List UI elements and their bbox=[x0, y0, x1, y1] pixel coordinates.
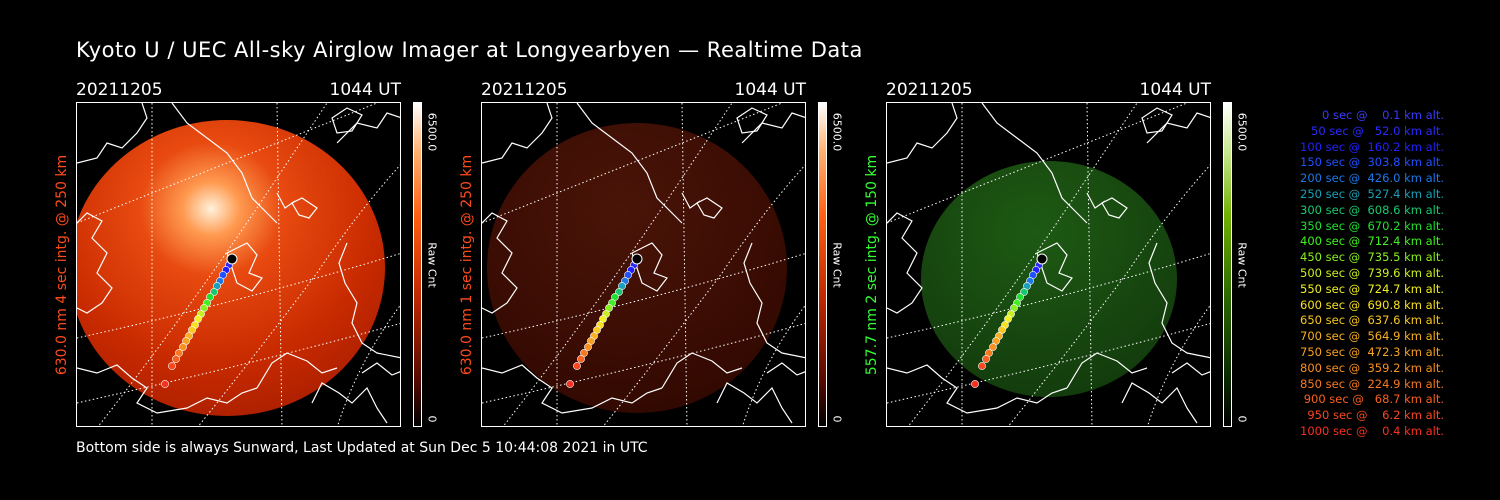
page-title: Kyoto U / UEC All-sky Airglow Imager at … bbox=[76, 38, 863, 62]
legend-entry: 50 sec @ 52.0 km alt. bbox=[1311, 123, 1444, 138]
allsky-map bbox=[482, 103, 805, 426]
ylabel-text: 630.0 nm 1 sec intg. @ 250 km bbox=[459, 154, 475, 375]
panel-ylabel: 557.7 nm 2 sec intg. @ 150 km bbox=[862, 102, 882, 427]
panel-date: 20211205 bbox=[76, 80, 163, 100]
legend-entry: 800 sec @ 359.2 km alt. bbox=[1300, 360, 1444, 375]
airglow-panel-630-1s: 20211205 1044 UT 630.0 nm 1 sec intg. @ … bbox=[459, 80, 844, 427]
legend-entry: 0 sec @ 0.1 km alt. bbox=[1321, 108, 1444, 122]
ylabel-text: 557.7 nm 2 sec intg. @ 150 km bbox=[864, 154, 880, 375]
legend-entry: 500 sec @ 739.6 km alt. bbox=[1300, 265, 1444, 280]
allsky-map bbox=[77, 103, 400, 426]
legend-entry: 150 sec @ 303.8 km alt. bbox=[1300, 155, 1444, 170]
legend-entry: 550 sec @ 724.7 km alt. bbox=[1300, 281, 1444, 296]
allsky-image bbox=[886, 102, 1211, 427]
colorbar-max-label: 6500.0 bbox=[1235, 112, 1249, 152]
legend-entry: 750 sec @ 472.3 km alt. bbox=[1300, 344, 1444, 359]
panel-time: 1044 UT bbox=[734, 80, 807, 100]
colorbar-min-label: 0 bbox=[425, 415, 439, 423]
legend-entry: 900 sec @ 68.7 km alt. bbox=[1303, 392, 1444, 407]
legend-entry: 400 sec @ 712.4 km alt. bbox=[1300, 234, 1444, 249]
ylabel-text: 630.0 nm 4 sec intg. @ 250 km bbox=[54, 154, 70, 375]
legend-entry: 350 sec @ 670.2 km alt. bbox=[1300, 218, 1444, 233]
panel-date: 20211205 bbox=[886, 80, 973, 100]
legend-entry: 450 sec @ 735.5 km alt. bbox=[1300, 250, 1444, 265]
legend-entry: 600 sec @ 690.8 km alt. bbox=[1300, 297, 1444, 312]
colorbar-unit-label: Raw Cnt bbox=[830, 242, 844, 288]
colorbar bbox=[818, 102, 827, 427]
legend-entry: 100 sec @ 160.2 km alt. bbox=[1300, 139, 1444, 154]
legend-entry: 200 sec @ 426.0 km alt. bbox=[1300, 171, 1444, 186]
colorbar-unit-label: Raw Cnt bbox=[425, 242, 439, 288]
airglow-panel-557: 20211205 1044 UT 557.7 nm 2 sec intg. @ … bbox=[864, 80, 1249, 427]
trajectory-legend: 0 sec @ 0.1 km alt. 50 sec @ 52.0 km alt.… bbox=[1262, 108, 1444, 440]
allsky-image bbox=[481, 102, 806, 427]
panel-time: 1044 UT bbox=[329, 80, 402, 100]
colorbar-min-label: 0 bbox=[830, 415, 844, 423]
colorbar-unit-label: Raw Cnt bbox=[1235, 242, 1249, 288]
allsky-map bbox=[887, 103, 1210, 426]
legend-entry: 950 sec @ 6.2 km alt. bbox=[1307, 408, 1444, 423]
legend-entry: 850 sec @ 224.9 km alt. bbox=[1300, 376, 1444, 391]
legend-entry: 1000 sec @ 0.4 km alt. bbox=[1300, 423, 1444, 438]
panel-ylabel: 630.0 nm 1 sec intg. @ 250 km bbox=[457, 102, 477, 427]
legend-entry: 650 sec @ 637.6 km alt. bbox=[1300, 313, 1444, 328]
colorbar bbox=[1223, 102, 1232, 427]
colorbar-min-label: 0 bbox=[1235, 415, 1249, 423]
panel-ylabel: 630.0 nm 4 sec intg. @ 250 km bbox=[52, 102, 72, 427]
panel-time: 1044 UT bbox=[1139, 80, 1212, 100]
footer-note: Bottom side is always Sunward, Last Upda… bbox=[76, 440, 648, 456]
colorbar-max-label: 6500.0 bbox=[830, 112, 844, 152]
colorbar bbox=[413, 102, 422, 427]
colorbar-max-label: 6500.0 bbox=[425, 112, 439, 152]
panel-date: 20211205 bbox=[481, 80, 568, 100]
legend-entry: 250 sec @ 527.4 km alt. bbox=[1300, 186, 1444, 201]
legend-entry: 300 sec @ 608.6 km alt. bbox=[1300, 202, 1444, 217]
airglow-panel-630-4s: 20211205 1044 UT 630.0 nm 4 sec intg. @ … bbox=[54, 80, 439, 427]
legend-entry: 700 sec @ 564.9 km alt. bbox=[1300, 329, 1444, 344]
allsky-image bbox=[76, 102, 401, 427]
